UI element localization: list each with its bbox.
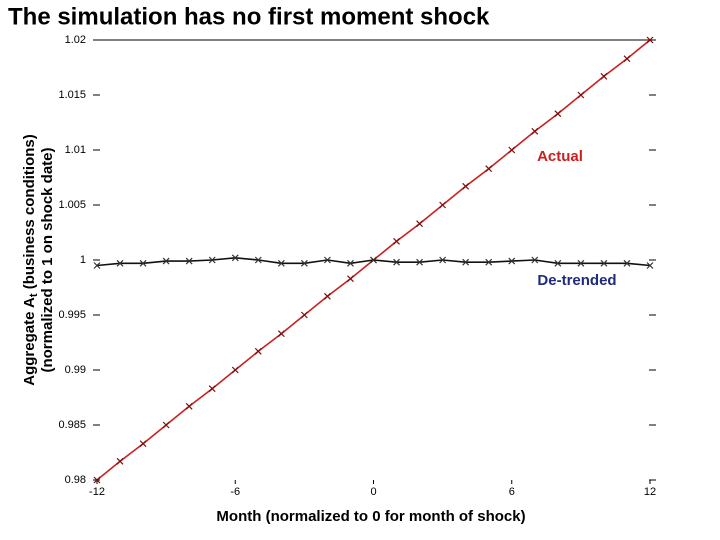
point-marker (370, 256, 377, 264)
point-marker (623, 259, 631, 267)
point-marker (347, 275, 354, 283)
point-marker (646, 262, 654, 269)
point-marker (347, 259, 354, 267)
y-tick-label: 0.98 (65, 474, 86, 486)
point-marker (277, 259, 285, 267)
point-marker (393, 237, 400, 245)
point-marker (139, 259, 147, 267)
point-marker (231, 254, 239, 262)
point-marker (162, 421, 170, 429)
point-marker (116, 457, 124, 465)
x-tick-label: 12 (644, 486, 656, 498)
point-marker (485, 165, 493, 173)
annotation: Actual (537, 148, 583, 165)
point-marker (531, 127, 539, 135)
point-marker (577, 91, 585, 99)
point-marker (254, 347, 262, 355)
point-marker (600, 259, 608, 267)
point-marker (323, 292, 331, 300)
y-tick-label: 0.995 (58, 309, 86, 321)
point-marker (508, 257, 516, 265)
point-marker (323, 256, 331, 264)
point-marker (162, 257, 170, 265)
point-marker (623, 55, 631, 63)
point-marker (577, 259, 585, 267)
point-marker (93, 262, 101, 269)
point-marker (185, 402, 193, 410)
x-tick-label: -12 (89, 486, 105, 498)
point-marker (600, 72, 608, 80)
point-marker (393, 258, 400, 266)
label-part: (normalized to 1 on shock date) (39, 147, 56, 372)
annotation: De-trended (537, 272, 616, 289)
x-axis-label: Month (normalized to 0 for month of shoc… (216, 508, 525, 525)
label-part: (business conditions) (21, 134, 38, 293)
y-tick-label: 1.005 (58, 199, 86, 211)
y-axis-label: Aggregate At (business conditions) (21, 134, 40, 385)
point-marker (439, 201, 447, 209)
point-marker (646, 36, 654, 44)
point-marker (208, 385, 216, 393)
point-marker (439, 256, 447, 264)
x-tick-label: 0 (370, 486, 376, 498)
y-tick-label: 1.02 (65, 34, 86, 46)
y-tick-label: 1 (80, 254, 86, 266)
point-marker (462, 258, 470, 266)
point-marker (554, 110, 562, 118)
y-axis-label: (normalized to 1 on shock date) (39, 147, 56, 372)
point-marker (277, 330, 285, 338)
point-marker (554, 259, 562, 267)
point-marker (300, 259, 308, 267)
series-line (96, 256, 651, 267)
point-marker (231, 366, 239, 374)
x-tick-label: 6 (509, 486, 515, 498)
x-tick-label: -6 (230, 486, 240, 498)
chart-title: The simulation has no first moment shock (8, 3, 490, 30)
point-marker (185, 257, 193, 265)
point-marker (485, 258, 493, 266)
point-marker (139, 440, 147, 448)
y-tick-label: 1.015 (58, 89, 86, 101)
point-marker (462, 182, 470, 190)
label-part: Aggregate A (21, 297, 38, 386)
subscript: t (28, 293, 40, 297)
point-marker (208, 256, 216, 264)
point-marker (416, 258, 424, 266)
y-tick-label: 0.99 (65, 364, 86, 376)
point-marker (93, 476, 101, 484)
point-marker (300, 311, 308, 319)
point-marker (116, 259, 124, 267)
point-marker (508, 146, 516, 154)
point-marker (254, 256, 262, 264)
point-marker (531, 256, 539, 264)
y-tick-label: 1.01 (65, 144, 86, 156)
point-marker (416, 220, 424, 228)
y-tick-label: 0.985 (58, 419, 86, 431)
